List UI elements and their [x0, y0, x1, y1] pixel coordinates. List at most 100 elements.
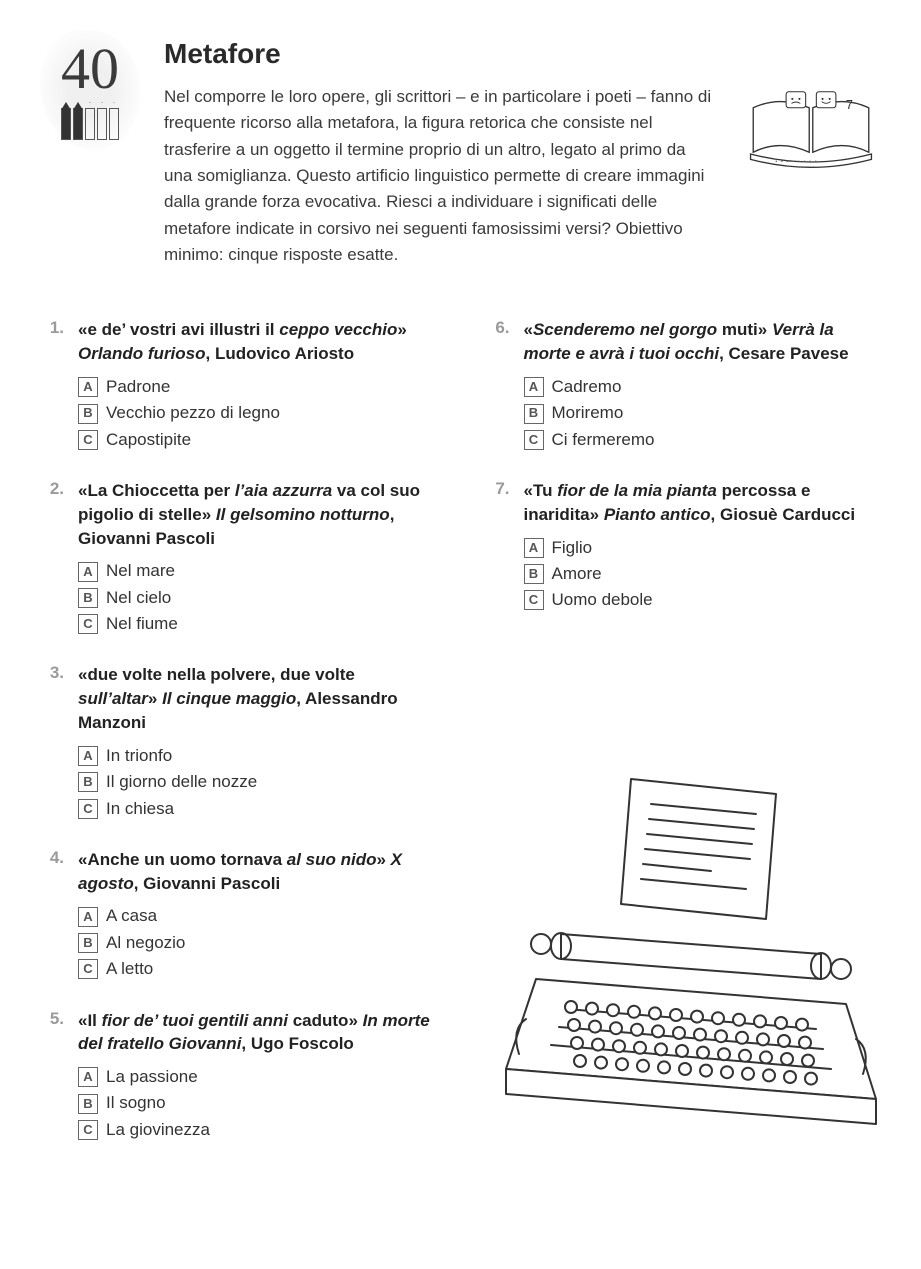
- option[interactable]: ACadremo: [524, 374, 882, 400]
- option[interactable]: AFiglio: [524, 535, 882, 561]
- option[interactable]: B Moriremo: [524, 400, 882, 426]
- intro-block: Metafore Nel comporre le loro opere, gli…: [164, 30, 717, 268]
- option-text: A letto: [106, 956, 153, 982]
- question: 1. «e de’ vostri avi illustri il ceppo ve…: [40, 318, 436, 453]
- option-text: Ci fermeremo: [552, 427, 655, 453]
- option-letter: A: [78, 907, 98, 927]
- options-list: A Nel mare B Nel cieloCNel fiume: [78, 558, 436, 637]
- pencil-icon: [73, 108, 83, 140]
- option[interactable]: CNel fiume: [78, 611, 436, 637]
- option-letter: C: [524, 430, 544, 450]
- question-body: «e de’ vostri avi illustri il ceppo vecc…: [78, 318, 436, 453]
- question-text: «due volte nella polvere, due volte sull…: [78, 663, 436, 734]
- question: 4.«Anche un uomo tornava al suo nido» X …: [40, 848, 436, 983]
- option-letter: A: [524, 377, 544, 397]
- question-text: «La Chioccetta per l’aia azzurra va col …: [78, 479, 436, 550]
- option-text: Moriremo: [552, 400, 624, 426]
- option-letter: B: [78, 404, 98, 424]
- option[interactable]: B Il sogno: [78, 1090, 436, 1116]
- option-text: Vecchio pezzo di legno: [106, 400, 280, 426]
- option-letter: B: [78, 933, 98, 953]
- question: 2.«La Chioccetta per l’aia azzurra va co…: [40, 479, 436, 637]
- option[interactable]: AIn trionfo: [78, 743, 436, 769]
- typewriter-illustration: [491, 769, 891, 1139]
- question-text: «Il fior de’ tuoi gentili anni caduto» I…: [78, 1009, 436, 1057]
- option-text: Al negozio: [106, 930, 185, 956]
- option[interactable]: C Uomo debole: [524, 587, 882, 613]
- question-body: «Tu fior de la mia pianta percossa e ina…: [524, 479, 882, 614]
- option-text: A casa: [106, 903, 157, 929]
- question: 3.«due volte nella polvere, due volte su…: [40, 663, 436, 821]
- option-text: Il sogno: [106, 1090, 166, 1116]
- question-number: 7.: [486, 479, 510, 614]
- option[interactable]: C A letto: [78, 956, 436, 982]
- option[interactable]: ALa passione: [78, 1064, 436, 1090]
- option-letter: C: [524, 590, 544, 610]
- pencil-icon: [97, 108, 107, 140]
- option-letter: C: [78, 799, 98, 819]
- question-number: 2.: [40, 479, 64, 637]
- question-number: 6.: [486, 318, 510, 453]
- question-text: «Scenderemo nel gorgo muti» Verrà la mor…: [524, 318, 882, 366]
- question: 6. «Scenderemo nel gorgo muti» Verrà la m…: [486, 318, 882, 453]
- options-list: A A casa B Al negozio C A letto: [78, 903, 436, 982]
- question-body: «Il fior de’ tuoi gentili anni caduto» I…: [78, 1009, 436, 1144]
- score-book-badge: ........ 7: [741, 90, 881, 193]
- option-text: In chiesa: [106, 796, 174, 822]
- question: 5. «Il fior de’ tuoi gentili anni caduto»…: [40, 1009, 436, 1144]
- exercise-number-block: 40: [40, 30, 140, 150]
- option-letter: C: [78, 430, 98, 450]
- score-total: 7: [846, 97, 853, 112]
- option-text: Nel cielo: [106, 585, 171, 611]
- page-header: 40 Metafore Nel comporre le loro opere, …: [40, 30, 881, 268]
- option-letter: C: [78, 959, 98, 979]
- option[interactable]: C In chiesa: [78, 796, 436, 822]
- option[interactable]: B Il giorno delle nozze: [78, 769, 436, 795]
- option-letter: C: [78, 614, 98, 634]
- option-text: Nel mare: [106, 558, 175, 584]
- question-body: «La Chioccetta per l’aia azzurra va col …: [78, 479, 436, 637]
- score-blank-dots: ........: [775, 150, 820, 165]
- option-letter: B: [78, 1094, 98, 1114]
- option-text: Amore: [552, 561, 602, 587]
- option[interactable]: B Nel cielo: [78, 585, 436, 611]
- option-letter: B: [524, 564, 544, 584]
- question-number: 5.: [40, 1009, 64, 1144]
- option-letter: A: [78, 562, 98, 582]
- question-number: 4.: [40, 848, 64, 983]
- option-text: Figlio: [552, 535, 593, 561]
- question-text: «e de’ vostri avi illustri il ceppo vecc…: [78, 318, 436, 366]
- option[interactable]: A Nel mare: [78, 558, 436, 584]
- option-letter: B: [78, 772, 98, 792]
- option[interactable]: A A casa: [78, 903, 436, 929]
- option-letter: B: [524, 404, 544, 424]
- question-number: 1.: [40, 318, 64, 453]
- question-body: «Scenderemo nel gorgo muti» Verrà la mor…: [524, 318, 882, 453]
- option-letter: B: [78, 588, 98, 608]
- question-body: «due volte nella polvere, due volte sull…: [78, 663, 436, 821]
- option[interactable]: CLa giovinezza: [78, 1117, 436, 1143]
- option-text: Capostipite: [106, 427, 191, 453]
- option[interactable]: B Vecchio pezzo di legno: [78, 400, 436, 426]
- question-text: «Tu fior de la mia pianta percossa e ina…: [524, 479, 882, 527]
- question-number: 3.: [40, 663, 64, 821]
- option[interactable]: B Amore: [524, 561, 882, 587]
- questions-column-left: 1. «e de’ vostri avi illustri il ceppo ve…: [40, 318, 436, 1169]
- option[interactable]: A Padrone: [78, 374, 436, 400]
- option-letter: A: [78, 1067, 98, 1087]
- option[interactable]: C Capostipite: [78, 427, 436, 453]
- option-text: La giovinezza: [106, 1117, 210, 1143]
- pencil-icon: [109, 108, 119, 140]
- option-letter: A: [78, 746, 98, 766]
- difficulty-pencils: [48, 108, 132, 140]
- page-title: Metafore: [164, 38, 717, 70]
- option-text: Uomo debole: [552, 587, 653, 613]
- exercise-number: 40: [48, 40, 132, 98]
- option[interactable]: B Al negozio: [78, 930, 436, 956]
- option-letter: A: [78, 377, 98, 397]
- option[interactable]: C Ci fermeremo: [524, 427, 882, 453]
- options-list: A Padrone B Vecchio pezzo di legno C Capostip…: [78, 374, 436, 453]
- options-list: AIn trionfo B Il giorno delle nozze C In chi…: [78, 743, 436, 822]
- option-text: Il giorno delle nozze: [106, 769, 257, 795]
- option-text: Padrone: [106, 374, 170, 400]
